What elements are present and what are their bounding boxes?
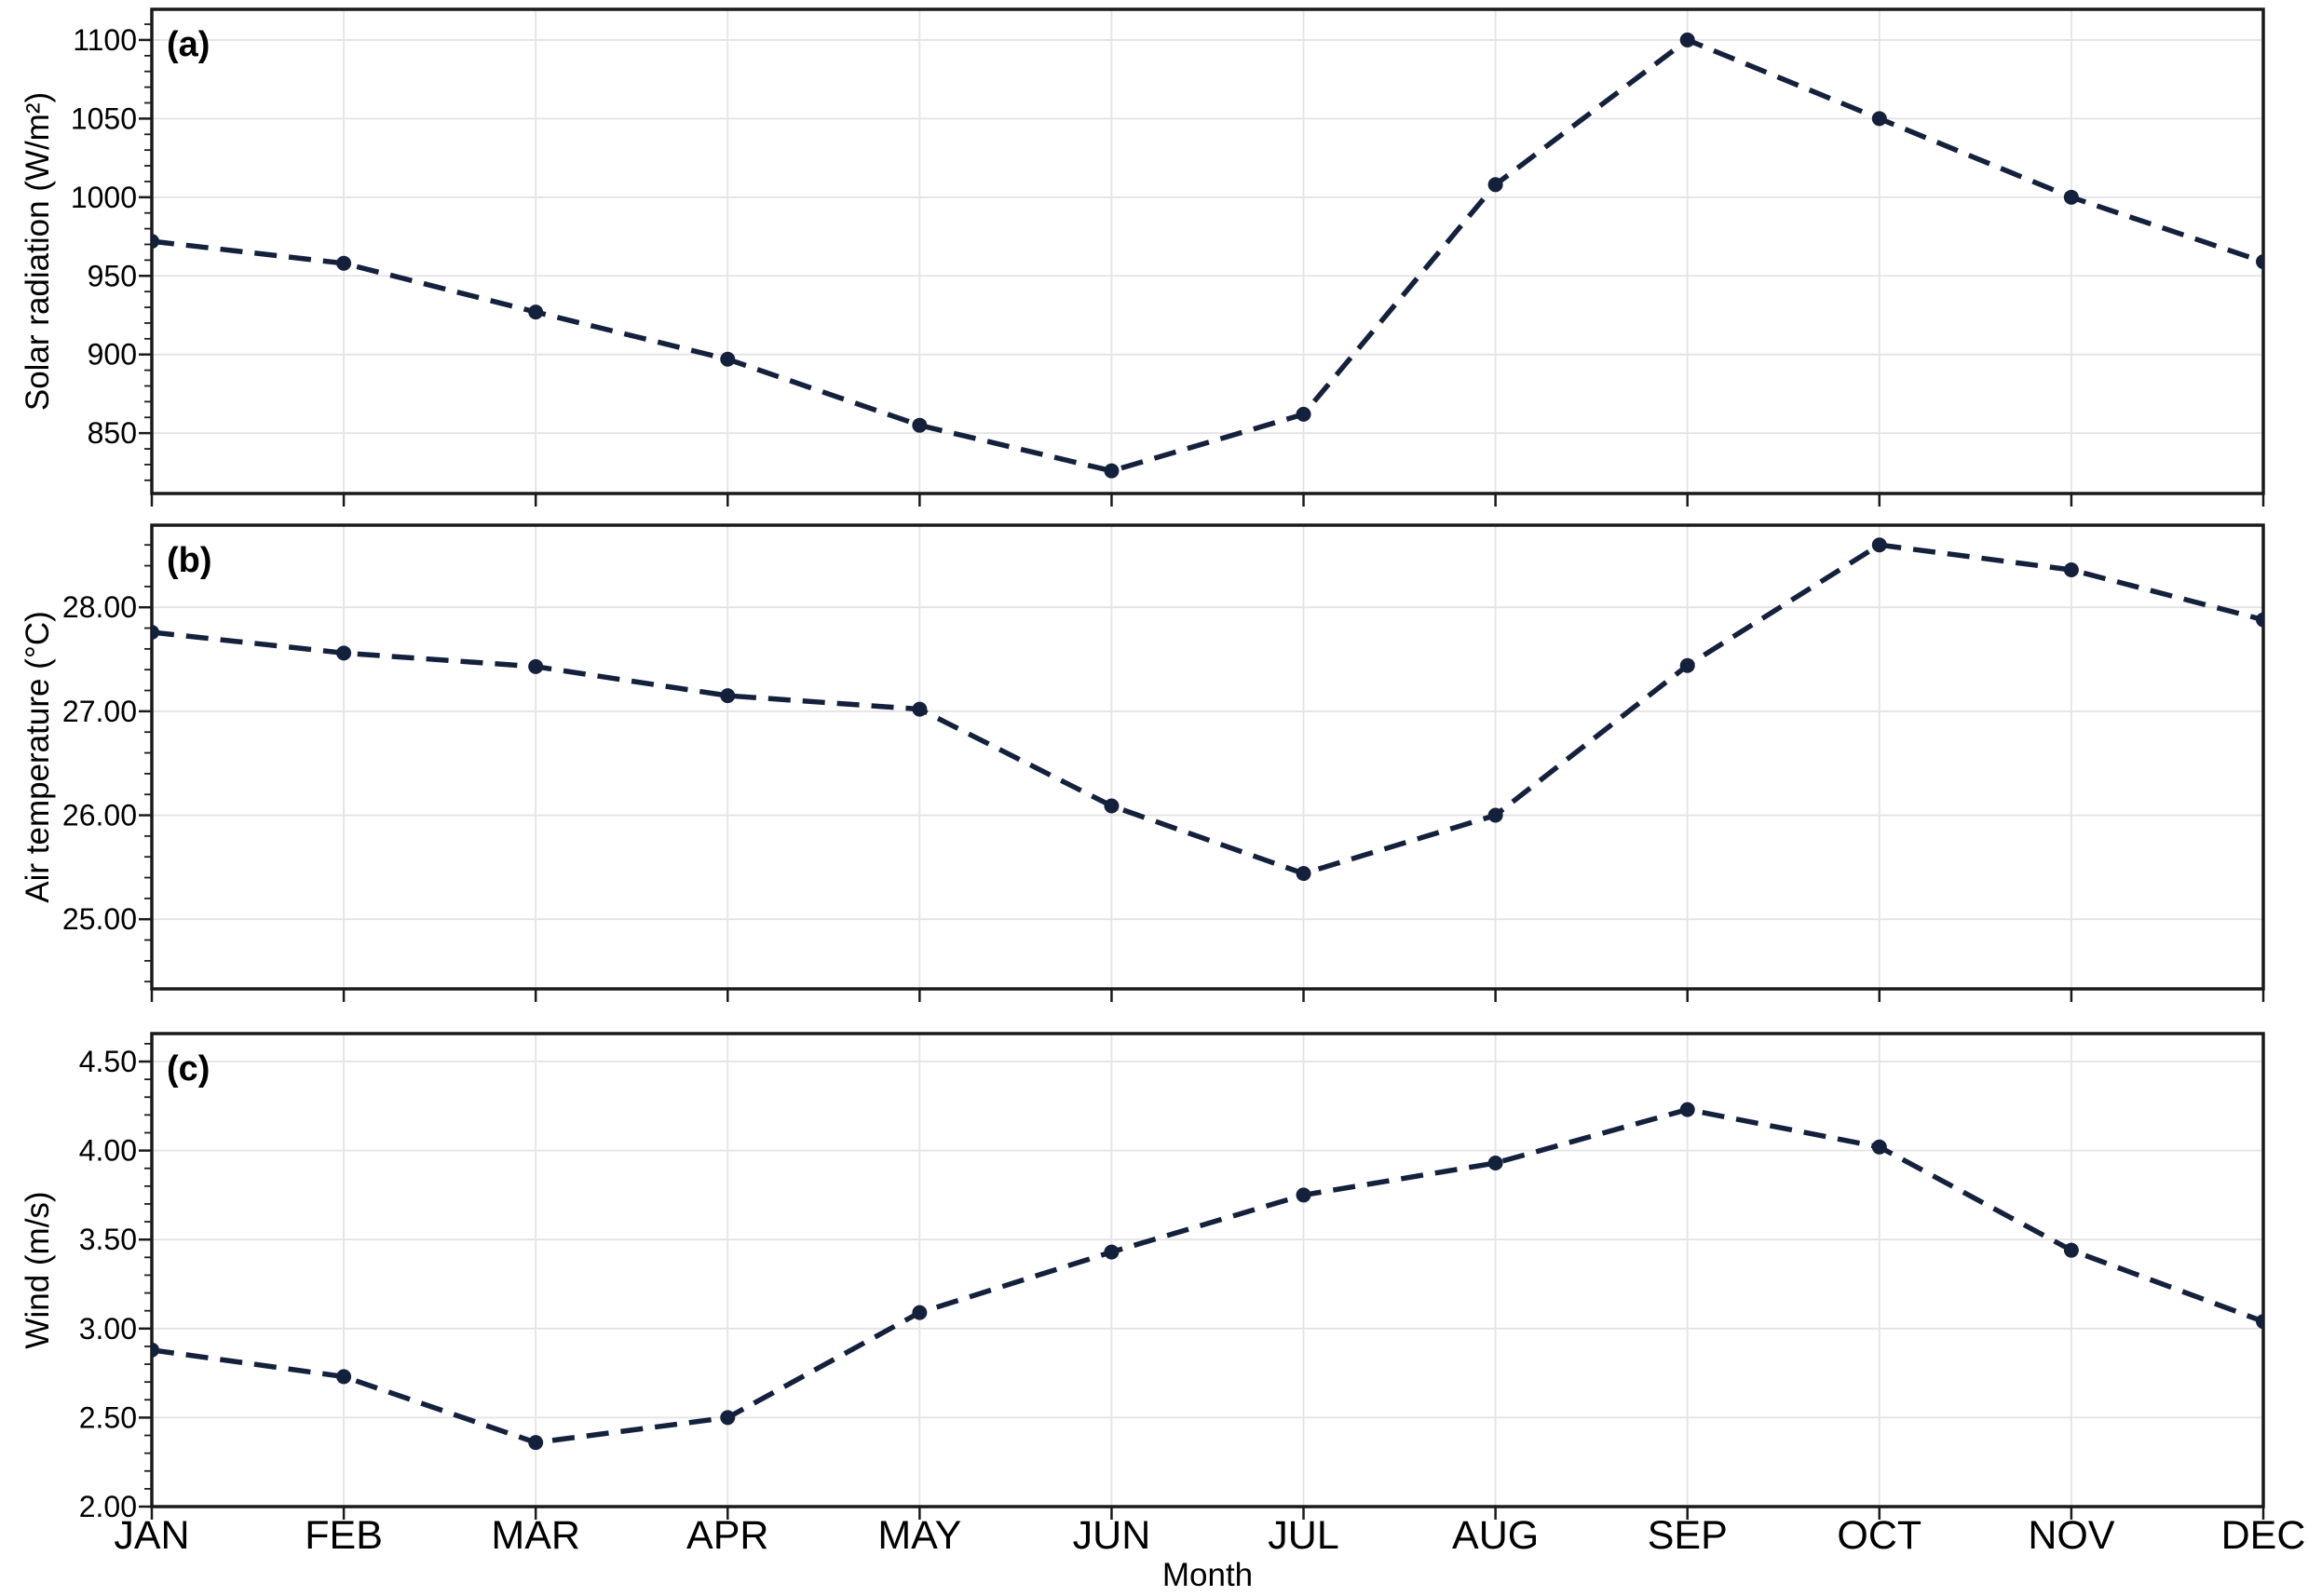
data-point-marker [2063,562,2079,578]
x-axis-tick-label: AUG [1452,1513,1539,1558]
data-point-marker [912,1305,928,1320]
y-axis-tick-label: 1050 [71,101,137,135]
x-axis-tick-label: APR [686,1513,768,1558]
x-axis-tick-label: FEB [305,1513,383,1558]
data-point-marker [1487,177,1503,193]
panel-b: 25.00 26.00 27.00 28.00 (b) Air temperature (… [20,523,2265,1002]
x-axis-tick-label: MAR [491,1513,580,1558]
data-point-marker [2256,612,2263,628]
y-axis-tick-label: 1100 [73,23,137,57]
x-axis-title: Month [1162,1557,1253,1593]
data-point-marker [2063,189,2079,205]
data-point-marker [2256,254,2263,270]
panel-border [150,7,2265,495]
y-axis-tick-label: 2.00 [79,1490,137,1523]
data-point-marker [1104,463,1120,479]
data-point-marker [1871,111,1887,127]
x-axis-tick-label: MAY [877,1513,961,1558]
data-point-marker [720,351,736,367]
y-axis-tick-label: 25.00 [62,902,137,936]
x-axis-tick-label: JUL [1268,1513,1338,1558]
y-axis-title: Solar radiation (W/m²) [20,92,56,411]
panel-letter-label: (c) [167,1049,210,1089]
series-line [152,542,2263,876]
panel-letter-label: (a) [167,25,210,64]
y-axis-tick-label: 26.00 [62,799,137,832]
y-axis-tick-label: 1000 [71,181,137,214]
data-point-marker [152,234,159,250]
data-point-marker [720,688,736,704]
y-axis-title: Air temperature (°C) [20,611,56,903]
panel-a: 850 900 950 1000 1050 1100 (a) Solar radiation … [20,7,2265,507]
data-point-marker [912,417,928,433]
data-point-marker [528,304,544,320]
data-point-marker [1296,406,1311,422]
data-point-marker [336,1369,352,1385]
data-point-marker [152,1342,159,1358]
data-point-marker [1871,537,1887,553]
x-axis-tick-label: SEP [1648,1513,1728,1558]
data-point-marker [1871,1139,1887,1155]
data-point-marker [1104,798,1120,814]
x-axis-tick-label: NOV [2028,1513,2115,1558]
data-series [152,537,2263,882]
y-axis-tick-label: 28.00 [62,590,137,624]
data-point-marker [1296,866,1311,882]
data-series [152,1102,2263,1451]
y-axis-tick-label: 4.00 [79,1134,137,1168]
x-axis-labels: JAN FEB MAR APR MAY JUN JUL AUG SEP OCT NOV DEC Mont… [114,1513,2305,1593]
x-axis-tick-label: JUN [1073,1513,1151,1558]
data-point-marker [1487,807,1503,823]
data-point-marker [2063,1242,2079,1258]
data-point-marker [912,701,928,717]
data-point-marker [528,658,544,674]
panel-border [150,523,2265,991]
x-axis-tick-label: OCT [1837,1513,1921,1558]
y-axis-tick-label: 950 [88,259,137,292]
data-point-marker [1296,1187,1311,1203]
y-axis-title: Wind (m/s) [20,1191,56,1348]
series-line [152,36,2263,474]
y-axis-tick-label: 900 [88,338,137,372]
series-line [152,1106,2263,1446]
panel-letter-label: (b) [167,541,212,580]
y-axis-tick-label: 3.00 [79,1312,137,1346]
data-point-marker [1487,1155,1503,1170]
data-point-marker [336,645,352,661]
y-axis-tick-label: 3.50 [79,1223,137,1256]
y-axis-tick-label: 850 [88,416,137,450]
panel-c: 2.00 2.50 3.00 3.50 4.00 4.50 (c) Wind (m/s) [20,1032,2265,1523]
panel-border [150,1032,2265,1508]
data-point-marker [528,1435,544,1451]
data-point-marker [1679,1102,1695,1117]
y-axis-tick-label: 27.00 [62,695,137,728]
y-axis-tick-label: 4.50 [79,1045,137,1078]
data-point-marker [1679,657,1695,673]
data-series [152,32,2263,479]
x-axis-tick-label: DEC [2221,1513,2306,1558]
data-point-marker [720,1410,736,1426]
y-axis-tick-label: 2.50 [79,1400,137,1434]
data-point-marker [2256,1314,2263,1330]
data-point-marker [152,625,159,641]
data-point-marker [336,255,352,271]
data-point-marker [1104,1244,1120,1260]
data-point-marker [1679,32,1695,47]
x-axis-tick-label: JAN [114,1513,189,1558]
